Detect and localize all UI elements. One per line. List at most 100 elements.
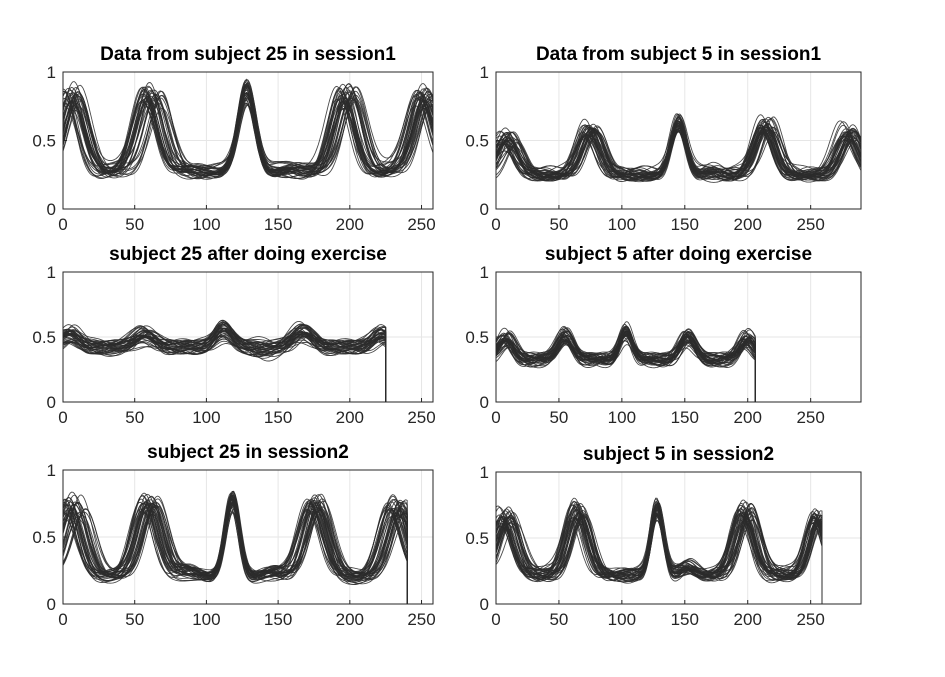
y-tick-label-0.5: 0.5: [32, 132, 56, 151]
y-tick-label-0.5: 0.5: [465, 132, 489, 151]
trace-22: [63, 333, 433, 402]
x-tick-label-100: 100: [608, 610, 636, 629]
subplot-title: Data from subject 5 in session1: [536, 44, 822, 65]
x-tick-label-0: 0: [58, 610, 67, 629]
trace-40: [496, 127, 861, 182]
trace-39: [496, 121, 861, 178]
x-tick-label-50: 50: [549, 408, 568, 427]
x-tick-label-150: 150: [264, 215, 292, 234]
subplot-3: 0 50 100 150 200 250 0 0.5 1 subject 25 after doi…: [32, 244, 435, 427]
x-tick-label-200: 200: [734, 215, 762, 234]
x-tick-label-200: 200: [734, 610, 762, 629]
x-tick-label-100: 100: [608, 215, 636, 234]
trace-39: [63, 83, 433, 173]
y-tick-label-1: 1: [480, 463, 489, 482]
trace-37: [496, 331, 861, 402]
trace-37: [63, 88, 433, 174]
x-tick-label-50: 50: [125, 610, 144, 629]
trace-group: [63, 490, 433, 604]
trace-28: [496, 115, 861, 174]
x-tick-label-50: 50: [549, 610, 568, 629]
x-tick-label-100: 100: [192, 215, 220, 234]
x-tick-label-200: 200: [336, 408, 364, 427]
trace-38: [496, 337, 861, 402]
x-tick-label-0: 0: [58, 215, 67, 234]
trace-35: [63, 88, 433, 178]
trace-40: [496, 330, 861, 402]
y-tick-label-1: 1: [480, 63, 489, 82]
trace-38: [63, 501, 433, 604]
x-tick-label-150: 150: [264, 408, 292, 427]
subplot-title: subject 5 after doing exercise: [545, 244, 812, 265]
trace-group: [496, 321, 861, 402]
trace-37: [63, 490, 433, 604]
x-tick-label-100: 100: [192, 610, 220, 629]
trace-34: [63, 82, 433, 169]
subplot-2: 0 50 100 150 200 250 0 0.5 1 Data from subject 5 …: [465, 44, 862, 234]
trace-group: [496, 497, 861, 604]
trace-40: [496, 498, 861, 604]
subplot-title: subject 5 in session2: [583, 444, 774, 465]
y-tick-label-0: 0: [47, 393, 56, 412]
y-tick-label-0: 0: [480, 200, 489, 219]
x-tick-label-150: 150: [671, 215, 699, 234]
y-tick-label-0: 0: [47, 200, 56, 219]
trace-group: [63, 319, 433, 402]
subplot-1: 0 50 100 150 200 250 0 0.5 1 Data from subject 25…: [32, 44, 435, 234]
subplot-5: 0 50 100 150 200 250 0 0.5 1 subject 25 in sessio…: [32, 442, 435, 629]
x-tick-label-250: 250: [407, 215, 435, 234]
y-tick-label-1: 1: [47, 63, 56, 82]
subplot-4: 0 50 100 150 200 250 0 0.5 1 subject 5 after doin…: [465, 244, 862, 427]
trace-group: [496, 113, 861, 183]
y-tick-label-1: 1: [47, 263, 56, 282]
trace-40: [63, 85, 433, 174]
trace-33: [496, 329, 861, 402]
x-tick-label-250: 250: [796, 610, 824, 629]
x-tick-label-100: 100: [192, 408, 220, 427]
y-tick-label-0: 0: [480, 595, 489, 614]
trace-36: [63, 78, 433, 169]
y-tick-label-0.5: 0.5: [32, 328, 56, 347]
x-tick-label-150: 150: [264, 610, 292, 629]
x-tick-label-50: 50: [549, 215, 568, 234]
trace-36: [63, 335, 433, 402]
y-tick-label-0.5: 0.5: [32, 528, 56, 547]
y-tick-label-0: 0: [480, 393, 489, 412]
x-tick-label-200: 200: [336, 610, 364, 629]
y-tick-label-1: 1: [47, 461, 56, 480]
x-tick-label-0: 0: [58, 408, 67, 427]
x-tick-label-100: 100: [608, 408, 636, 427]
x-tick-label-250: 250: [407, 408, 435, 427]
x-tick-label-50: 50: [125, 215, 144, 234]
y-tick-label-0.5: 0.5: [465, 529, 489, 548]
trace-35: [63, 326, 433, 402]
x-tick-label-200: 200: [336, 215, 364, 234]
subplot-title: subject 25 in session2: [147, 442, 349, 463]
trace-33: [63, 332, 433, 402]
trace-36: [496, 125, 861, 178]
x-tick-label-250: 250: [796, 215, 824, 234]
x-tick-label-250: 250: [407, 610, 435, 629]
x-tick-label-150: 150: [671, 610, 699, 629]
x-tick-label-200: 200: [734, 408, 762, 427]
subplot-title: subject 25 after doing exercise: [109, 244, 387, 265]
trace-39: [63, 494, 433, 604]
y-tick-label-0.5: 0.5: [465, 328, 489, 347]
trace-39: [496, 506, 861, 604]
y-tick-label-0: 0: [47, 595, 56, 614]
trace-39: [63, 327, 433, 402]
trace-40: [63, 499, 433, 604]
trace-group: [63, 78, 433, 180]
trace-21: [63, 91, 433, 179]
subplot-title: Data from subject 25 in session1: [100, 44, 396, 65]
trace-38: [63, 83, 433, 175]
x-tick-label-50: 50: [125, 408, 144, 427]
trace-32: [63, 91, 433, 180]
x-tick-label-0: 0: [491, 215, 500, 234]
trace-37: [496, 117, 861, 180]
x-tick-label-0: 0: [491, 408, 500, 427]
y-tick-label-1: 1: [480, 263, 489, 282]
trace-30: [63, 319, 433, 402]
trace-40: [63, 321, 433, 402]
